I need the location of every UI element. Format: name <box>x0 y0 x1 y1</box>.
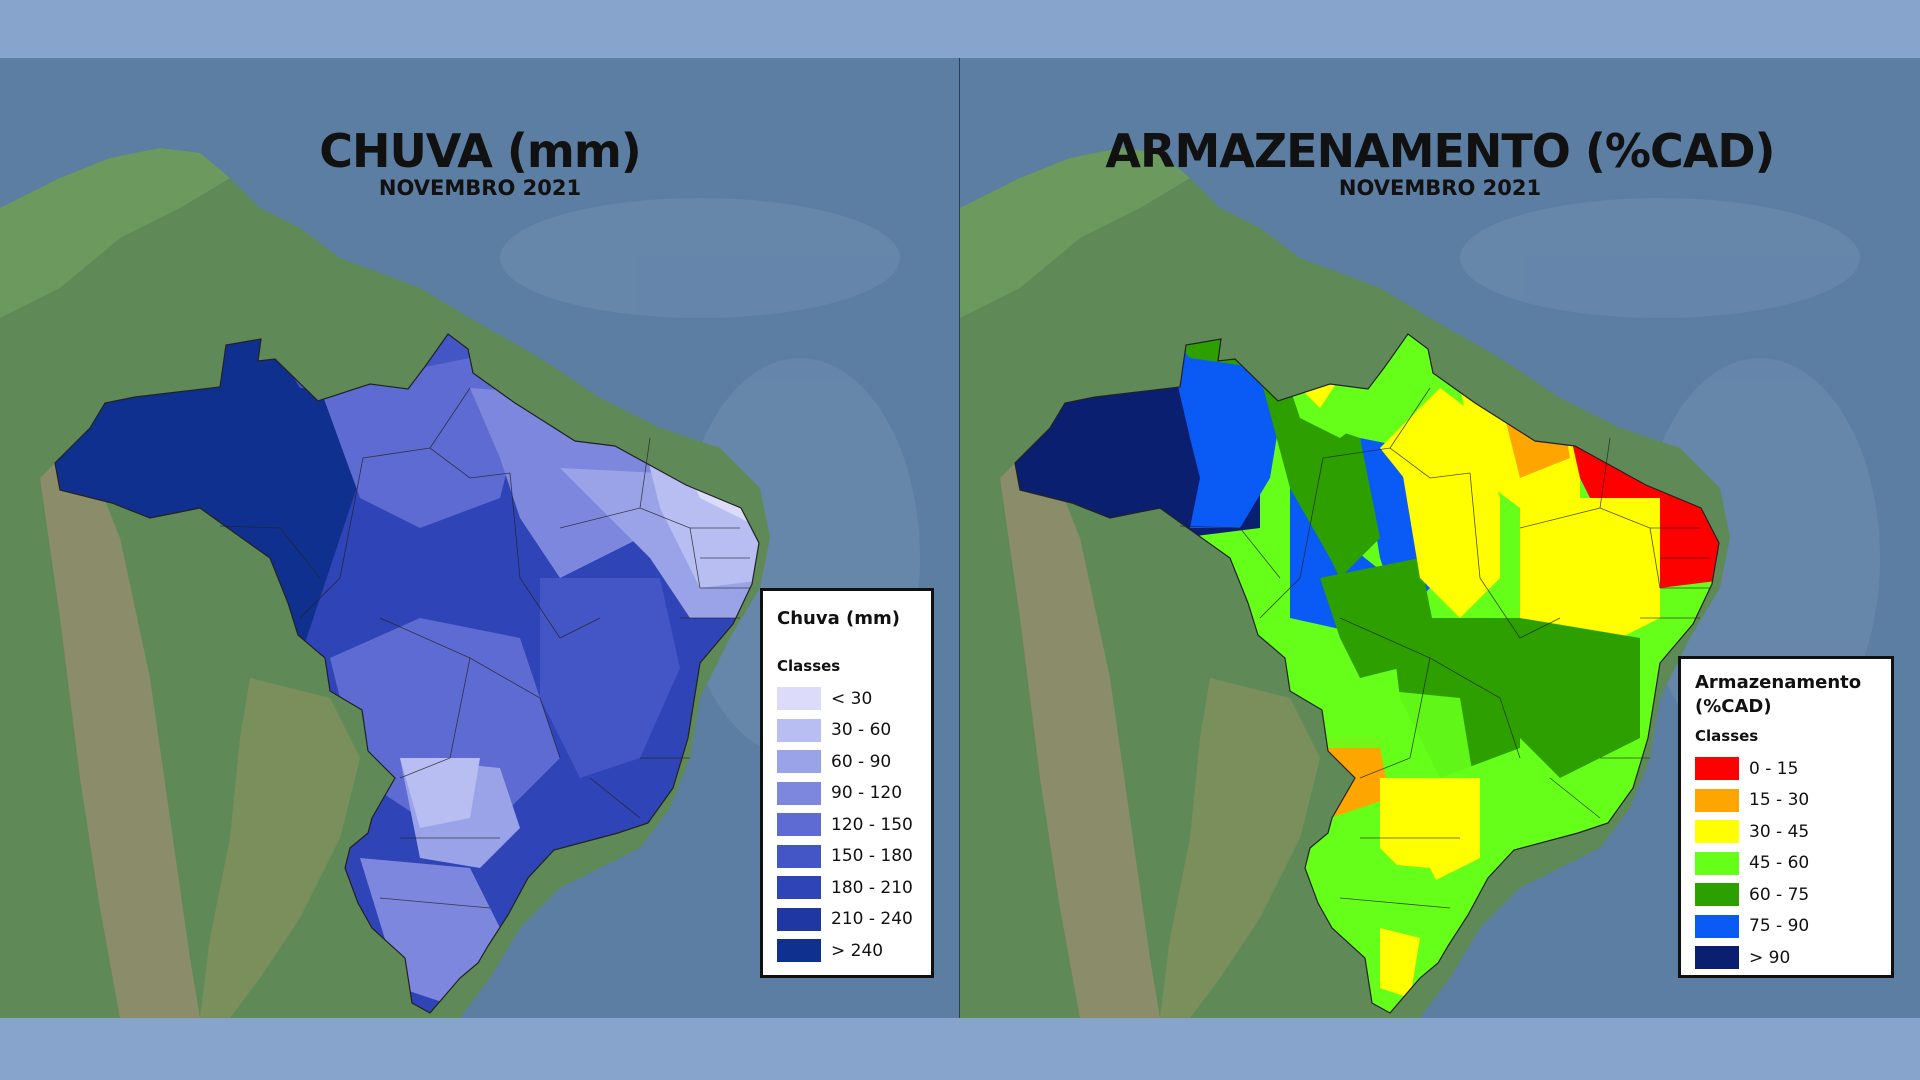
rainfall-legend-swatch <box>777 781 821 805</box>
rainfall-legend: Chuva (mm) Classes < 30 30 - 60 60 - 90 90 … <box>760 588 934 978</box>
rainfall-legend-item: > 240 <box>777 935 917 967</box>
rainfall-legend-swatch <box>777 939 821 963</box>
storage-legend-label: 60 - 75 <box>1749 884 1810 905</box>
storage-legend-title-line2: (%CAD) <box>1695 696 1772 717</box>
storage-legend-item: 45 - 60 <box>1695 848 1877 880</box>
storage-legend-label: > 90 <box>1749 947 1791 968</box>
rainfall-legend-subtitle: Classes <box>777 657 841 675</box>
rainfall-map <box>0 58 960 1018</box>
rainfall-legend-label: 120 - 150 <box>831 814 913 835</box>
rainfall-legend-label: 150 - 180 <box>831 846 913 867</box>
rainfall-legend-label: 60 - 90 <box>831 751 892 772</box>
rainfall-legend-label: < 30 <box>831 688 873 709</box>
rainfall-legend-label: > 240 <box>831 940 884 961</box>
storage-legend-swatch <box>1695 946 1739 970</box>
storage-legend-swatch <box>1695 788 1739 812</box>
storage-legend-swatch <box>1695 914 1739 938</box>
rainfall-legend-item: 210 - 240 <box>777 904 917 936</box>
rainfall-legend-swatch <box>777 907 821 931</box>
storage-legend-item: 30 - 45 <box>1695 816 1877 848</box>
rainfall-legend-label: 30 - 60 <box>831 720 892 741</box>
storage-legend-swatch <box>1695 757 1739 781</box>
rainfall-map-panel: CHUVA (mm) NOVEMBRO 2021 Chuva (mm) Clas… <box>0 58 960 1018</box>
rainfall-legend-item: 90 - 120 <box>777 778 917 810</box>
rainfall-legend-swatch <box>777 813 821 837</box>
rainfall-legend-label: 90 - 120 <box>831 783 903 804</box>
rainfall-legend-title: Chuva (mm) <box>777 608 900 629</box>
storage-legend-item: 60 - 75 <box>1695 879 1877 911</box>
rainfall-legend-item: 60 - 90 <box>777 746 917 778</box>
rainfall-legend-label: 180 - 210 <box>831 877 913 898</box>
rainfall-legend-swatch <box>777 876 821 900</box>
rainfall-legend-swatch <box>777 844 821 868</box>
storage-legend: Armazenamento (%CAD) Classes 0 - 15 15 - … <box>1678 656 1894 978</box>
rainfall-legend-item: 150 - 180 <box>777 841 917 873</box>
storage-legend-swatch <box>1695 851 1739 875</box>
storage-legend-item: 15 - 30 <box>1695 785 1877 817</box>
rainfall-legend-swatch <box>777 718 821 742</box>
rainfall-legend-items: < 30 30 - 60 60 - 90 90 - 120 120 - 150 150 -… <box>777 683 917 967</box>
storage-legend-swatch <box>1695 820 1739 844</box>
storage-legend-item: 0 - 15 <box>1695 753 1877 785</box>
storage-legend-item: 75 - 90 <box>1695 911 1877 943</box>
storage-legend-label: 15 - 30 <box>1749 790 1810 811</box>
storage-map <box>960 58 1920 1018</box>
rainfall-map-subtitle: NOVEMBRO 2021 <box>378 176 582 200</box>
rainfall-legend-item: < 30 <box>777 683 917 715</box>
rainfall-legend-item: 120 - 150 <box>777 809 917 841</box>
storage-map-title: ARMAZENAMENTO (%CAD) <box>1105 124 1775 178</box>
storage-legend-items: 0 - 15 15 - 30 30 - 45 45 - 60 60 - 75 75 - 9… <box>1695 753 1877 974</box>
storage-legend-title: Armazenamento (%CAD) <box>1695 671 1877 719</box>
storage-legend-item: > 90 <box>1695 942 1877 974</box>
storage-legend-swatch <box>1695 883 1739 907</box>
storage-legend-label: 45 - 60 <box>1749 853 1810 874</box>
rainfall-map-title: CHUVA (mm) <box>319 124 642 178</box>
rainfall-legend-swatch <box>777 750 821 774</box>
storage-map-panel: ARMAZENAMENTO (%CAD) NOVEMBRO 2021 Armaz… <box>960 58 1920 1018</box>
rainfall-legend-swatch <box>777 687 821 711</box>
storage-legend-label: 30 - 45 <box>1749 821 1810 842</box>
rainfall-legend-item: 180 - 210 <box>777 872 917 904</box>
rainfall-legend-item: 30 - 60 <box>777 715 917 747</box>
storage-legend-subtitle: Classes <box>1695 727 1759 745</box>
storage-legend-label: 0 - 15 <box>1749 758 1799 779</box>
rainfall-legend-label: 210 - 240 <box>831 909 913 930</box>
storage-map-subtitle: NOVEMBRO 2021 <box>1338 176 1542 200</box>
storage-legend-title-line1: Armazenamento <box>1695 672 1862 693</box>
storage-legend-label: 75 - 90 <box>1749 916 1810 937</box>
